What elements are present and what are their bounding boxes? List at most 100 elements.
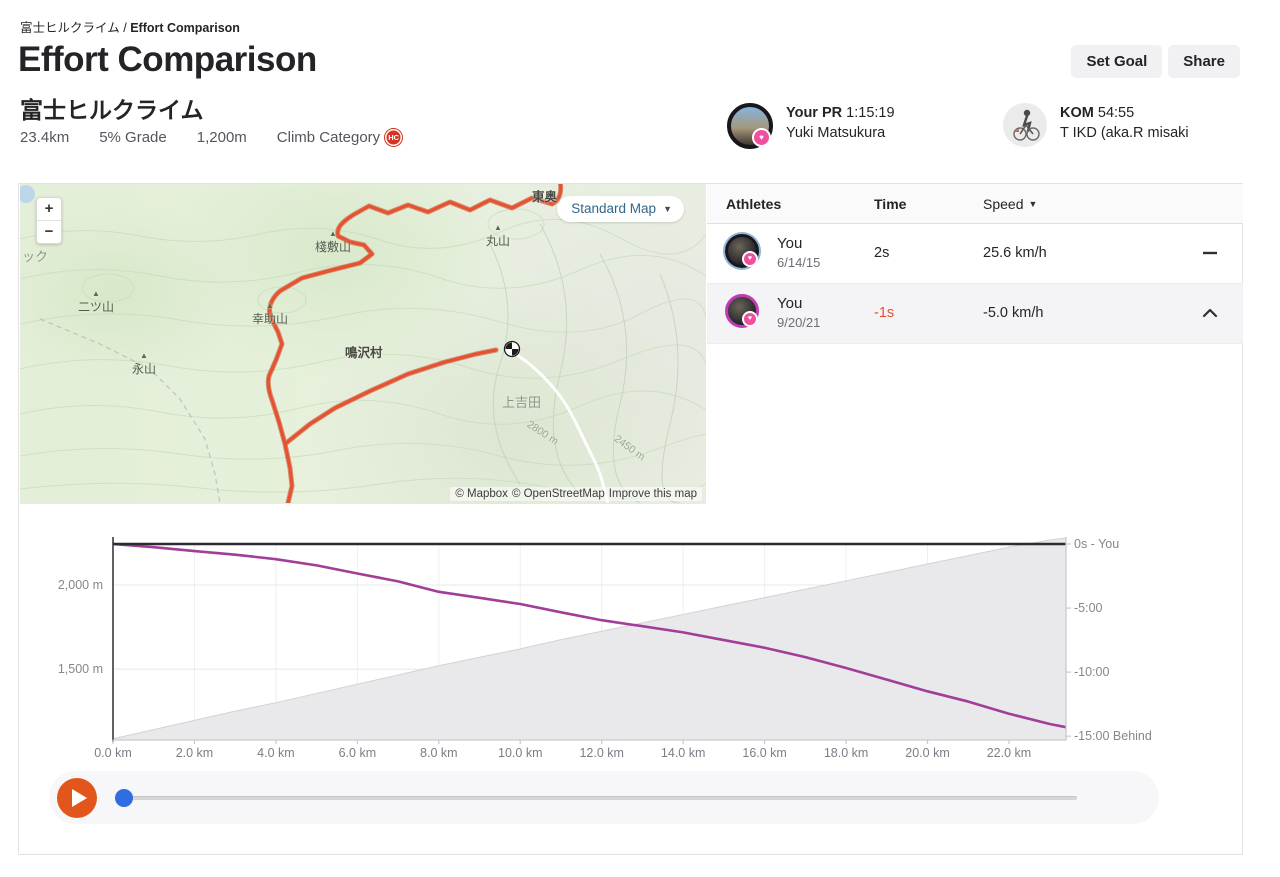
finish-flag-marker	[503, 340, 521, 358]
hc-category-icon: HC	[385, 129, 403, 146]
caret-up-icon[interactable]	[1201, 306, 1219, 320]
pr-label: Your PR	[786, 105, 843, 121]
svg-text:-10:00: -10:00	[1074, 665, 1109, 679]
map-road-path	[511, 350, 610, 503]
your-pr-avatar[interactable]: ♥	[727, 103, 773, 149]
breadcrumb: 富士ヒルクライム / Effort Comparison	[20, 17, 240, 36]
playback-bar	[49, 771, 1159, 824]
map-label: ック	[22, 249, 49, 264]
play-icon	[72, 788, 87, 807]
table-row-effort-2[interactable]: ♥ You 9/20/21 -1s -5.0 km/h	[707, 284, 1243, 344]
svg-text:2.0 km: 2.0 km	[176, 746, 214, 760]
play-button[interactable]	[57, 777, 97, 818]
collapse-minus-icon[interactable]	[1201, 246, 1219, 260]
effort-1-time: 2s	[874, 245, 890, 261]
osm-attribution-link[interactable]: © OpenStreetMap	[511, 488, 605, 500]
set-goal-button[interactable]: Set Goal	[1071, 45, 1163, 78]
svg-text:0s - You: 0s - You	[1074, 537, 1119, 551]
stat-distance: 23.4km	[20, 129, 70, 146]
heart-badge-icon: ♥	[752, 128, 771, 147]
effort-2-athlete: You	[777, 295, 803, 312]
column-time: Time	[874, 196, 907, 212]
cyclist-icon	[1013, 109, 1040, 141]
stat-climb-category: Climb Category HC	[277, 129, 403, 146]
svg-text:20.0 km: 20.0 km	[905, 746, 949, 760]
svg-text:6.0 km: 6.0 km	[339, 746, 377, 760]
heart-badge-icon: ♥	[742, 251, 758, 267]
kom-block: KOM 54:55 T IKD (aka.R misaki	[1003, 103, 1189, 147]
map-canvas	[20, 184, 706, 503]
sort-caret-icon: ▼	[1028, 199, 1038, 209]
slider-thumb[interactable]	[115, 788, 133, 807]
share-button[interactable]: Share	[1168, 45, 1240, 78]
map-label: 鳴沢村	[345, 346, 383, 360]
kom-time: 54:55	[1097, 105, 1135, 121]
effort-comparison-card: 東奥 ▲ 棧敷山 ▲ 丸山 ▲ 二ツ山 ▲ 幸助山 ▲ 永山 鳴沢村 上吉田 ック 2800 m 2450 m…	[18, 183, 1243, 855]
effort-1-avatar[interactable]: ♥	[725, 234, 759, 268]
svg-text:22.0 km: 22.0 km	[987, 746, 1031, 760]
svg-text:-5:00: -5:00	[1074, 601, 1103, 615]
effort-2-avatar[interactable]: ♥	[725, 294, 759, 328]
breadcrumb-segment-link[interactable]: 富士ヒルクライム	[20, 21, 120, 35]
svg-text:8.0 km: 8.0 km	[420, 746, 458, 760]
svg-text:10.0 km: 10.0 km	[498, 746, 542, 760]
svg-text:2,000 m: 2,000 m	[58, 578, 103, 592]
time-behind-line	[112, 542, 1067, 729]
svg-text:0.0 km: 0.0 km	[94, 746, 132, 760]
svg-text:16.0 km: 16.0 km	[742, 746, 786, 760]
effort-1-athlete: You	[777, 235, 803, 252]
table-row-effort-1[interactable]: ♥ You 6/14/15 2s 25.6 km/h	[707, 224, 1243, 284]
effort-2-time: -1s	[874, 305, 895, 321]
your-pr-block: ♥ Your PR 1:15:19 Yuki Matsukura	[727, 103, 895, 149]
column-speed-sort[interactable]: Speed ▼	[983, 196, 1038, 212]
kom-athlete-name: T IKD (aka.R misaki	[1060, 125, 1189, 141]
map-label: ▲ 丸山	[486, 223, 511, 249]
mapbox-attribution-link[interactable]: © Mapbox	[455, 488, 508, 500]
segment-map[interactable]: 東奥 ▲ 棧敷山 ▲ 丸山 ▲ 二ツ山 ▲ 幸助山 ▲ 永山 鳴沢村 上吉田 ック 2800 m 2450 m…	[20, 184, 706, 504]
effort-2-speed: -5.0 km/h	[983, 305, 1044, 321]
kom-avatar[interactable]	[1003, 103, 1047, 147]
zoom-out-button[interactable]: −	[37, 220, 61, 243]
stat-grade: 5% Grade	[99, 129, 167, 146]
segment-name: 富士ヒルクライム	[20, 97, 204, 123]
zoom-in-button[interactable]: +	[44, 200, 54, 217]
svg-text:1,500 m: 1,500 m	[58, 662, 103, 676]
svg-text:18.0 km: 18.0 km	[824, 746, 868, 760]
slider-track[interactable]	[115, 795, 1077, 800]
kom-label: KOM	[1060, 105, 1094, 121]
segment-route-line	[265, 184, 564, 503]
chevron-down-icon: ▼	[663, 203, 672, 214]
map-zoom-control: + −	[36, 197, 62, 244]
svg-text:14.0 km: 14.0 km	[661, 746, 705, 760]
map-label: ▲ 永山	[132, 351, 157, 377]
svg-text:-15:00 Behind: -15:00 Behind	[1074, 729, 1152, 743]
map-label: 東奥	[532, 190, 558, 204]
header-actions: Set Goal Share	[1071, 45, 1240, 78]
map-style-selector[interactable]: Standard Map ▼	[557, 196, 684, 222]
map-attribution: © Mapbox © OpenStreetMap Improve this ma…	[450, 487, 702, 501]
improve-map-link[interactable]: Improve this map	[608, 488, 697, 500]
effort-1-date: 6/14/15	[777, 255, 821, 270]
svg-text:4.0 km: 4.0 km	[257, 746, 295, 760]
map-label: ▲ 幸助山	[252, 301, 289, 327]
map-label: ▲ 棧敷山	[315, 229, 352, 255]
playback-slider[interactable]	[115, 788, 1077, 807]
map-trail-path	[39, 318, 221, 503]
effort-comparison-chart[interactable]: 2,000 m 1,500 m 0s - You -5:00 -10:00 -15:00 …	[19, 521, 1244, 766]
page-title: Effort Comparison	[18, 40, 317, 79]
svg-text:12.0 km: 12.0 km	[579, 746, 623, 760]
map-label: ▲ 二ツ山	[78, 289, 115, 315]
effort-1-speed: 25.6 km/h	[983, 245, 1047, 261]
breadcrumb-current: Effort Comparison	[130, 21, 240, 35]
athletes-table-header: Athletes Time Speed ▼	[707, 184, 1243, 224]
effort-2-date: 9/20/21	[777, 315, 821, 330]
map-label: 上吉田	[502, 395, 542, 410]
heart-badge-icon: ♥	[742, 311, 758, 327]
segment-stats: 23.4km 5% Grade 1,200m Climb Category HC	[20, 129, 403, 146]
pr-athlete-name: Yuki Matsukura	[786, 125, 886, 141]
athletes-table: Athletes Time Speed ▼ ♥ You 6/14/15 2s 2…	[707, 184, 1243, 344]
elevation-area	[112, 537, 1067, 741]
column-athletes: Athletes	[726, 196, 782, 212]
pr-time: 1:15:19	[846, 105, 895, 121]
breadcrumb-separator: /	[119, 21, 131, 35]
